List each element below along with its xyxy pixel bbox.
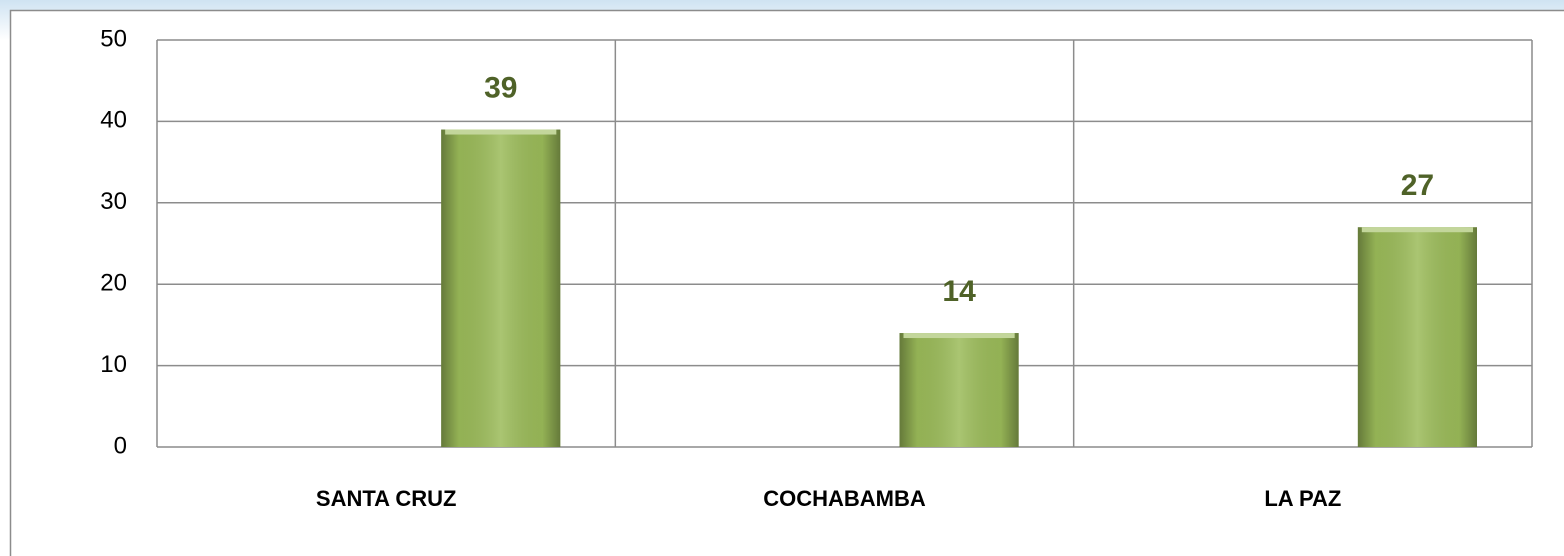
bar-shade bbox=[899, 333, 1019, 447]
y-tick-label: 40 bbox=[100, 107, 127, 134]
chart-frame bbox=[9, 9, 1564, 556]
bar-top bbox=[903, 333, 1015, 339]
y-tick-label: 20 bbox=[100, 270, 127, 297]
bar-top bbox=[445, 129, 557, 135]
value-label: 39 bbox=[484, 71, 517, 104]
value-label: 14 bbox=[942, 275, 976, 308]
y-tick-label: 30 bbox=[100, 188, 127, 215]
x-tick-label: SANTA CRUZ bbox=[316, 486, 457, 511]
y-tick-label: 0 bbox=[114, 432, 127, 459]
value-label: 27 bbox=[1401, 169, 1434, 202]
x-tick-label: LA PAZ bbox=[1264, 486, 1341, 511]
bar-shade bbox=[441, 129, 561, 448]
y-tick-label: 10 bbox=[100, 351, 127, 378]
bar-top bbox=[1361, 227, 1473, 233]
y-tick-label: 50 bbox=[100, 25, 127, 52]
bar-shade bbox=[1357, 227, 1477, 447]
x-tick-label: COCHABAMBA bbox=[763, 486, 926, 511]
